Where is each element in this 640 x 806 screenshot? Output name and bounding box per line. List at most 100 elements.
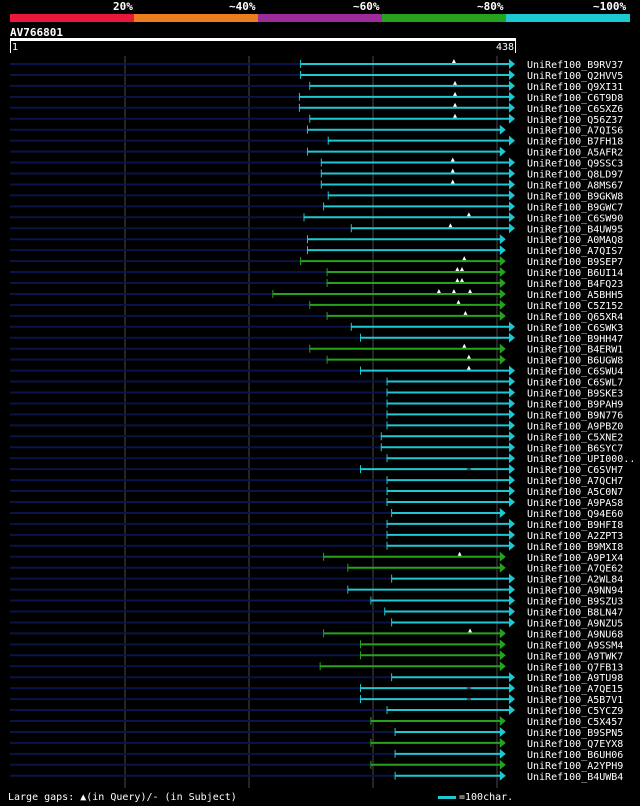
hit-name-link[interactable]: UniRef100_A7QE15 <box>527 684 623 695</box>
hit-row[interactable]: UniRef100_C6SWU4 <box>10 365 623 378</box>
hit-name-link[interactable]: UniRef100_Q65XR4 <box>527 312 623 323</box>
hit-name-link[interactable]: UniRef100_B9GWC7 <box>527 202 623 213</box>
hit-row[interactable]: UniRef100_C6SVH7 <box>10 464 623 476</box>
hit-row[interactable]: UniRef100_A9PBZ0 <box>10 420 623 432</box>
hit-name-link[interactable]: UniRef100_C6T9D8 <box>527 93 623 104</box>
hit-row[interactable]: UniRef100_A9TU98 <box>10 672 623 684</box>
hit-row[interactable]: UniRef100_C6T9D8 <box>10 91 623 104</box>
hit-row[interactable]: UniRef100_C6SXZ6 <box>10 102 623 115</box>
hit-row[interactable]: UniRef100_C6SWL7 <box>10 376 623 389</box>
hit-row[interactable]: UniRef100_A2ZPT3 <box>10 529 623 542</box>
hit-name-link[interactable]: UniRef100_A9PBZ0 <box>527 421 623 432</box>
hit-row[interactable]: UniRef100_B9SPN5 <box>10 726 623 739</box>
hit-name-link[interactable]: UniRef100_A0MAQ8 <box>527 235 623 246</box>
hit-row[interactable]: UniRef100_B9N776 <box>10 409 623 421</box>
hit-row[interactable]: UniRef100_B9HFI8 <box>10 518 623 531</box>
hit-name-link[interactable]: UniRef100_B4UWB4 <box>527 772 623 783</box>
hit-name-link[interactable]: UniRef100_C6SWU4 <box>527 367 623 378</box>
hit-row[interactable]: UniRef100_A9NU68 <box>10 628 623 640</box>
hit-name-link[interactable]: UniRef100_C5Z152 <box>527 301 623 312</box>
hit-name-link[interactable]: UniRef100_B9RV37 <box>527 60 623 71</box>
hit-name-link[interactable]: UniRef100_B9GKW8 <box>527 191 623 202</box>
hit-name-link[interactable]: UniRef100_C6SWL7 <box>527 378 623 389</box>
hit-name-link[interactable]: UniRef100_C6SW90 <box>527 213 623 224</box>
hit-name-link[interactable]: UniRef100_A5AFR2 <box>527 148 623 159</box>
hit-row[interactable]: UniRef100_C5X457 <box>10 716 623 728</box>
hit-row[interactable]: UniRef100_Q8LD97 <box>10 168 623 181</box>
hit-row[interactable]: UniRef100_B9MXI8 <box>10 540 623 553</box>
hit-row[interactable]: UniRef100_A7QCH7 <box>10 475 623 487</box>
hit-row[interactable]: UniRef100_B4ERW1 <box>10 343 623 356</box>
hit-row[interactable]: UniRef100_C6SWK3 <box>10 321 623 334</box>
hit-row[interactable]: UniRef100_B7FH18 <box>10 135 623 148</box>
hit-row[interactable]: UniRef100_B4FQ23 <box>10 278 623 290</box>
hit-row[interactable]: UniRef100_Q65XR4 <box>10 310 623 323</box>
hit-name-link[interactable]: UniRef100_A7QIS7 <box>527 246 623 257</box>
hit-row[interactable]: UniRef100_A7QIS6 <box>10 124 623 137</box>
hit-name-link[interactable]: UniRef100_Q8LD97 <box>527 170 623 181</box>
hit-row[interactable]: UniRef100_B9GWC7 <box>10 201 623 213</box>
hit-row[interactable]: UniRef100_B6UH06 <box>10 748 623 761</box>
hit-row[interactable]: UniRef100_Q94E60 <box>10 507 623 520</box>
hit-row[interactable]: UniRef100_Q56Z37 <box>10 113 623 126</box>
hit-name-link[interactable]: UniRef100_B4ERW1 <box>527 345 623 356</box>
hit-name-link[interactable]: UniRef100_B9SEP7 <box>527 257 623 268</box>
hit-name-link[interactable]: UniRef100_C5X457 <box>527 717 623 728</box>
hit-row[interactable]: UniRef100_UPI000.. <box>10 453 635 465</box>
hit-name-link[interactable]: UniRef100_A8MS67 <box>527 180 623 191</box>
hit-row[interactable]: UniRef100_A5BHH5 <box>10 288 623 301</box>
hit-name-link[interactable]: UniRef100_C6SWK3 <box>527 323 623 334</box>
hit-row[interactable]: UniRef100_B6UI14 <box>10 267 623 279</box>
hit-name-link[interactable]: UniRef100_UPI000.. <box>527 454 635 465</box>
hit-row[interactable]: UniRef100_A5C0N7 <box>10 486 623 498</box>
hit-name-link[interactable]: UniRef100_B9HFI8 <box>527 520 623 531</box>
hit-row[interactable]: UniRef100_B9RV37 <box>10 59 623 71</box>
hit-row[interactable]: UniRef100_A9NZU5 <box>10 617 623 629</box>
hit-name-link[interactable]: UniRef100_B9SZU3 <box>527 597 623 608</box>
hit-row[interactable]: UniRef100_B6SYC7 <box>10 442 623 454</box>
hit-name-link[interactable]: UniRef100_B9MXI8 <box>527 542 623 553</box>
hit-name-link[interactable]: UniRef100_Q2HVV5 <box>527 71 623 82</box>
hit-name-link[interactable]: UniRef100_B6UH06 <box>527 750 623 761</box>
hit-row[interactable]: UniRef100_A7QE15 <box>10 683 623 695</box>
hit-name-link[interactable]: UniRef100_A9P1X4 <box>527 553 623 564</box>
hit-row[interactable]: UniRef100_B9GKW8 <box>10 190 623 202</box>
hit-row[interactable]: UniRef100_B8LN47 <box>10 606 623 619</box>
hit-row[interactable]: UniRef100_B6UGW8 <box>10 354 623 367</box>
hit-row[interactable]: UniRef100_A7QE62 <box>10 562 623 575</box>
hit-row[interactable]: UniRef100_Q9XI31 <box>10 80 623 93</box>
hit-name-link[interactable]: UniRef100_Q94E60 <box>527 509 623 520</box>
hit-row[interactable]: UniRef100_C5YCZ9 <box>10 705 623 717</box>
hit-row[interactable]: UniRef100_A9TWK7 <box>10 650 623 662</box>
hit-name-link[interactable]: UniRef100_A9TWK7 <box>527 651 623 662</box>
hit-name-link[interactable]: UniRef100_A9NU68 <box>527 629 623 640</box>
hit-name-link[interactable]: UniRef100_B6UGW8 <box>527 356 623 367</box>
hit-row[interactable]: UniRef100_Q9SSC3 <box>10 157 623 170</box>
hit-row[interactable]: UniRef100_B9SKE3 <box>10 387 623 400</box>
hit-name-link[interactable]: UniRef100_Q56Z37 <box>527 115 623 126</box>
hit-row[interactable]: UniRef100_B9PAH9 <box>10 398 623 410</box>
hit-row[interactable]: UniRef100_A9PAS8 <box>10 497 623 509</box>
hit-name-link[interactable]: UniRef100_A7QCH7 <box>527 476 623 487</box>
hit-name-link[interactable]: UniRef100_A2WL84 <box>527 575 623 586</box>
hit-name-link[interactable]: UniRef100_A5B7V1 <box>527 695 623 706</box>
hit-name-link[interactable]: UniRef100_A9SSM4 <box>527 640 623 651</box>
hit-row[interactable]: UniRef100_C6SW90 <box>10 212 623 224</box>
hit-row[interactable]: UniRef100_B9SZU3 <box>10 595 623 608</box>
hit-name-link[interactable]: UniRef100_A2ZPT3 <box>527 531 623 542</box>
hit-name-link[interactable]: UniRef100_B6UI14 <box>527 268 623 279</box>
hit-row[interactable]: UniRef100_Q7EYX8 <box>10 737 623 750</box>
hit-name-link[interactable]: UniRef100_C5XNE2 <box>527 432 623 443</box>
hit-row[interactable]: UniRef100_B4UW95 <box>10 223 623 235</box>
hit-name-link[interactable]: UniRef100_B8LN47 <box>527 608 623 619</box>
hit-name-link[interactable]: UniRef100_Q9SSC3 <box>527 159 623 170</box>
hit-row[interactable]: UniRef100_A9SSM4 <box>10 639 623 651</box>
hit-row[interactable]: UniRef100_C5XNE2 <box>10 431 623 443</box>
hit-name-link[interactable]: UniRef100_B9PAH9 <box>527 399 623 410</box>
hit-name-link[interactable]: UniRef100_A9PAS8 <box>527 498 623 509</box>
hit-row[interactable]: UniRef100_A0MAQ8 <box>10 234 623 246</box>
hit-row[interactable]: UniRef100_A2WL84 <box>10 573 623 586</box>
hit-name-link[interactable]: UniRef100_B4UW95 <box>527 224 623 235</box>
hit-row[interactable]: UniRef100_A5AFR2 <box>10 146 623 159</box>
hit-name-link[interactable]: UniRef100_B9SKE3 <box>527 389 623 400</box>
